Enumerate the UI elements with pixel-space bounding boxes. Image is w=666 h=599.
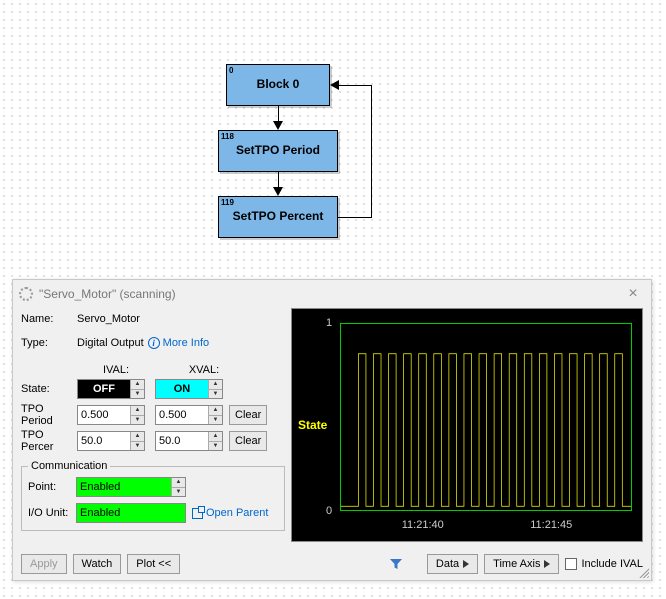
open-parent-icon xyxy=(192,508,203,519)
tpo-percent-xval-stepper[interactable]: ▲▼ xyxy=(155,431,223,451)
stepper-spin-icon[interactable]: ▲▼ xyxy=(171,478,185,496)
checkbox-icon xyxy=(565,558,577,570)
state-plot[interactable]: State 1 0 11:21:40 11:21:45 xyxy=(291,308,643,542)
stepper-spin-icon[interactable]: ▲▼ xyxy=(208,432,222,450)
resize-grip-icon[interactable] xyxy=(637,566,649,578)
xval-header: XVAL: xyxy=(165,364,243,376)
window-title: "Servo_Motor" (scanning) xyxy=(39,287,176,301)
scanning-spinner-icon xyxy=(19,287,33,301)
tpo-period-ival-stepper[interactable]: ▲▼ xyxy=(77,405,145,425)
close-icon[interactable]: × xyxy=(621,285,645,303)
communication-group: Communication Point: ▲▼ I/O Unit: O xyxy=(21,460,285,531)
stepper-spin-icon[interactable]: ▲▼ xyxy=(130,380,144,398)
time-axis-menu-button[interactable]: Time Axis xyxy=(484,554,559,574)
point-inspect-dialog: "Servo_Motor" (scanning) × Name: Servo_M… xyxy=(12,279,652,581)
ival-header: IVAL: xyxy=(77,364,155,376)
properties-pane: Name: Servo_Motor Type: Digital Output i… xyxy=(21,308,285,546)
stepper-spin-icon[interactable]: ▲▼ xyxy=(208,406,222,424)
connector xyxy=(338,217,372,218)
tpo-percent-ival-stepper[interactable]: ▲▼ xyxy=(77,431,145,451)
block-index: 119 xyxy=(221,198,234,207)
watch-button[interactable]: Watch xyxy=(73,554,122,574)
tpo-period-ival-input[interactable] xyxy=(78,406,130,424)
block-index: 0 xyxy=(229,66,233,75)
connector xyxy=(371,85,372,218)
tpo-period-xval-stepper[interactable]: ▲▼ xyxy=(155,405,223,425)
more-info-link[interactable]: i More Info xyxy=(148,337,209,349)
connector xyxy=(338,85,372,86)
plot-toggle-button[interactable]: Plot << xyxy=(127,554,180,574)
tpo-period-xval-input[interactable] xyxy=(156,406,208,424)
chevron-right-icon xyxy=(463,560,469,568)
plot-ylabel: State xyxy=(298,418,327,432)
state-xval-input[interactable] xyxy=(156,380,208,398)
chevron-right-icon xyxy=(544,560,550,568)
state-xval-stepper[interactable]: ▲▼ xyxy=(155,379,223,399)
block-label: Block 0 xyxy=(227,65,329,91)
apply-button[interactable]: Apply xyxy=(21,554,67,574)
io-unit-input xyxy=(77,504,185,522)
point-status-input[interactable] xyxy=(77,478,171,496)
stepper-spin-icon[interactable]: ▲▼ xyxy=(130,432,144,450)
state-ival-stepper[interactable]: ▲▼ xyxy=(77,379,145,399)
block-label: SetTPO Period xyxy=(219,131,337,157)
arrowhead-icon xyxy=(330,80,339,90)
type-value: Digital Output xyxy=(77,337,144,349)
io-unit-status xyxy=(76,503,186,523)
filter-icon[interactable] xyxy=(389,557,403,571)
stepper-spin-icon[interactable]: ▲▼ xyxy=(130,406,144,424)
state-ival-input[interactable] xyxy=(78,380,130,398)
tpo-percent-ival-input[interactable] xyxy=(78,432,130,450)
stepper-spin-icon[interactable]: ▲▼ xyxy=(208,380,222,398)
flowchart-block[interactable]: 119SetTPO Percent xyxy=(218,196,338,238)
name-value: Servo_Motor xyxy=(77,313,140,325)
plot-ytick-max: 1 xyxy=(326,317,332,329)
io-unit-label: I/O Unit: xyxy=(28,507,76,519)
plot-xtick: 11:21:40 xyxy=(402,519,444,531)
tpo-percent-xval-input[interactable] xyxy=(156,432,208,450)
name-label: Name: xyxy=(21,313,77,325)
include-ival-checkbox[interactable]: Include IVAL xyxy=(565,558,643,570)
dialog-bottom-bar: Apply Watch Plot << Data Time Axis Inclu… xyxy=(13,550,651,580)
data-menu-button[interactable]: Data xyxy=(427,554,478,574)
state-label: State: xyxy=(21,383,77,395)
plot-xtick: 11:21:45 xyxy=(530,519,572,531)
plot-area xyxy=(340,323,632,511)
open-parent-link[interactable]: Open Parent xyxy=(192,507,268,519)
clear-period-button[interactable]: Clear xyxy=(229,405,267,425)
titlebar: "Servo_Motor" (scanning) × xyxy=(13,280,651,308)
info-icon: i xyxy=(148,337,160,349)
clear-percent-button[interactable]: Clear xyxy=(229,431,267,451)
communication-legend: Communication xyxy=(28,460,110,472)
block-label: SetTPO Percent xyxy=(219,197,337,223)
plot-ytick-min: 0 xyxy=(326,505,332,517)
tpo-percent-label: TPO Percer xyxy=(21,429,77,453)
block-index: 118 xyxy=(221,132,234,141)
tpo-period-label: TPO Period xyxy=(21,403,77,427)
flowchart-block[interactable]: 118SetTPO Period xyxy=(218,130,338,172)
arrowhead-icon xyxy=(273,187,283,196)
arrowhead-icon xyxy=(273,121,283,130)
type-label: Type: xyxy=(21,337,77,349)
point-label: Point: xyxy=(28,481,76,493)
point-status-stepper[interactable]: ▲▼ xyxy=(76,477,186,497)
flowchart-block[interactable]: 0Block 0 xyxy=(226,64,330,106)
